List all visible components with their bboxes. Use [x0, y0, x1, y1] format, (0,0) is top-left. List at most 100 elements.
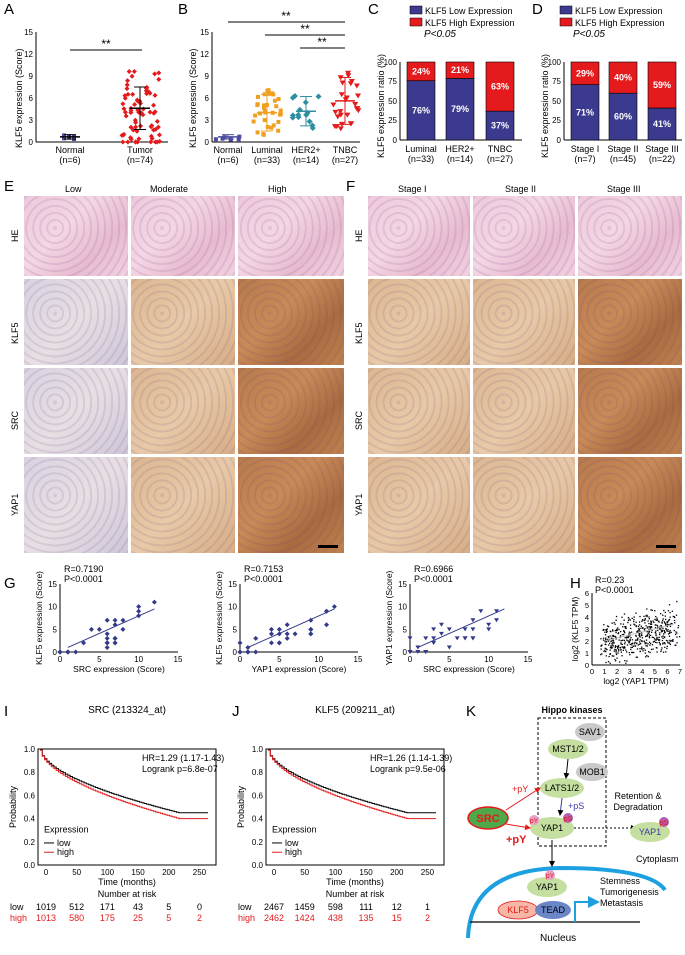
f-yap1-stage1	[368, 457, 470, 553]
h-point	[605, 638, 607, 640]
h-point	[636, 631, 638, 633]
h-point	[628, 631, 630, 633]
e-col-moderate: Moderate	[150, 184, 189, 194]
b-dot	[337, 126, 344, 132]
svg-text:HER2+: HER2+	[445, 144, 474, 154]
d-bars: 71% 29% 60% 40% 41% 59%	[570, 61, 677, 141]
h-point	[650, 621, 653, 623]
g-point	[284, 631, 290, 637]
g-point	[470, 627, 476, 632]
b-dot	[265, 88, 270, 93]
g-point	[237, 649, 243, 655]
k-yap-deg: YAP1	[639, 827, 661, 837]
h-point	[617, 652, 619, 654]
h-point	[627, 621, 629, 624]
h-ytick: 6	[585, 589, 589, 598]
h-point	[672, 615, 674, 618]
h-point	[642, 627, 644, 630]
g-point	[292, 631, 298, 637]
h-point	[623, 619, 625, 621]
h-point	[608, 655, 610, 658]
g-point	[470, 618, 476, 623]
panel-letter-d: D	[532, 1, 543, 18]
d-bars-low-label: 60%	[614, 112, 632, 122]
h-point	[617, 649, 620, 651]
svg-text:(n=14): (n=14)	[447, 154, 473, 164]
e-scale-bar	[318, 545, 338, 548]
e-src-low	[24, 368, 128, 454]
b-ytick: 9	[205, 72, 210, 81]
f-col-stage3: Stage III	[607, 184, 641, 194]
h-point	[624, 625, 626, 628]
h-point	[660, 649, 663, 651]
km-curve-high	[40, 749, 208, 820]
h-point	[615, 649, 617, 651]
d-yticks: 0 25 50 75 100	[548, 58, 562, 145]
h-point	[620, 640, 622, 642]
e-he-low	[24, 196, 128, 276]
h-point	[625, 651, 628, 653]
h-point	[661, 629, 664, 632]
km-xtick: 200	[390, 868, 404, 877]
c-legend-high-swatch	[409, 17, 423, 27]
h-ytick: 1	[585, 649, 589, 658]
b-ytick: 0	[205, 138, 210, 147]
a-dot-tumor	[157, 138, 163, 144]
g-ylabel: KLF5 expression (Score)	[214, 571, 224, 665]
km-risk-low: low	[238, 902, 252, 912]
g-xtick: 0	[58, 655, 63, 664]
b-dot	[255, 94, 260, 99]
h-point	[650, 609, 652, 611]
svg-text:Normal: Normal	[213, 145, 242, 155]
h-point	[649, 651, 651, 654]
h-point	[676, 636, 678, 638]
e-src-high	[238, 368, 344, 454]
h-point	[609, 630, 611, 633]
h-point	[651, 609, 653, 612]
h-point	[609, 646, 612, 649]
km-legend-low: low	[57, 838, 71, 848]
g-point	[284, 622, 290, 628]
h-point	[607, 640, 610, 642]
g-ytick: 5	[403, 625, 408, 634]
h-point	[646, 615, 648, 618]
h-point	[657, 629, 659, 632]
h-point	[675, 614, 678, 616]
km-logrank: Logrank p=6.8e-07	[142, 764, 218, 774]
c-bars-high	[445, 61, 475, 79]
h-point	[654, 631, 657, 634]
a-dot-tumor	[129, 73, 135, 79]
h-xtick: 5	[653, 667, 657, 676]
a-xlabel: Tumor	[127, 145, 153, 155]
h-point	[661, 619, 664, 622]
km-curve-low	[268, 749, 436, 814]
h-point	[664, 631, 666, 633]
h-point	[647, 620, 649, 622]
f-yap1-stage3	[578, 457, 682, 553]
h-point	[667, 610, 670, 612]
svg-text:(n=33): (n=33)	[408, 154, 434, 164]
km-risk-low: 2467	[264, 902, 284, 912]
km-plot-i: I SRC (213324_at)0.00.20.40.60.81.00 50 100…	[4, 703, 224, 923]
h-point	[634, 624, 636, 626]
a-xlabel-n: (n=74)	[127, 155, 153, 165]
e-he-high	[238, 196, 344, 276]
h-point	[625, 662, 627, 664]
km-risk-high: 2	[425, 913, 430, 923]
h-point	[673, 629, 675, 632]
km-risk-high: 5	[166, 913, 171, 923]
g-point	[423, 636, 429, 641]
panel-letter-c: C	[368, 1, 379, 18]
b-ytick: 6	[205, 94, 210, 103]
h-point	[615, 652, 617, 654]
h-point	[620, 643, 622, 645]
f-row-klf5: KLF5	[354, 322, 364, 344]
g-r: R=0.7190	[64, 564, 103, 574]
a-dot-tumor	[152, 92, 158, 98]
km-plot-j: J KLF5 (209211_at) 0.0 0.2 0.4 0.6 0.8 1.0 0 50 10…	[232, 703, 452, 923]
h-point	[611, 640, 613, 642]
h-point	[621, 616, 623, 618]
h-point	[611, 655, 613, 657]
